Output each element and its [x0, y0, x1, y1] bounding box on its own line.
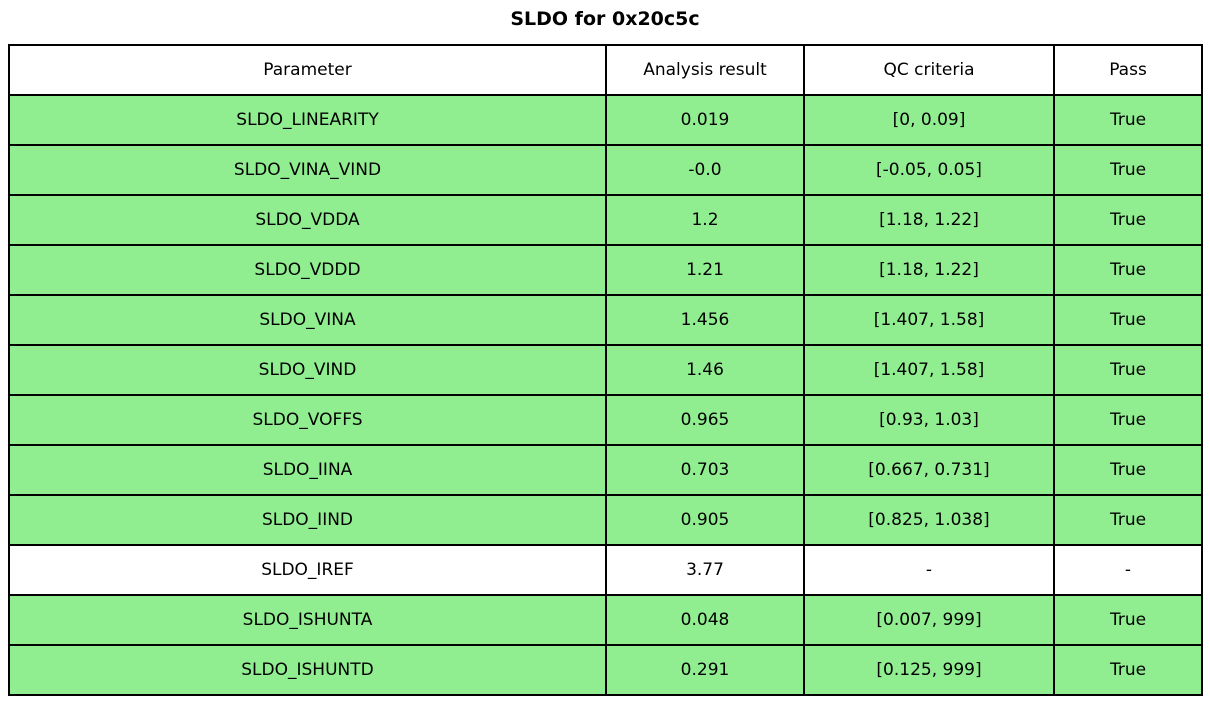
table-body: SLDO_LINEARITY 0.019 [0, 0.09] True SLDO_VIN…: [8, 94, 1203, 696]
cell-analysis-result: 0.048: [605, 594, 805, 646]
cell-qc-criteria: [0, 0.09]: [803, 94, 1055, 146]
table-row: SLDO_VINA_VIND -0.0 [-0.05, 0.05] True: [8, 144, 1203, 196]
cell-parameter: SLDO_ISHUNTD: [8, 644, 607, 696]
cell-analysis-result: -0.0: [605, 144, 805, 196]
qc-results-table: Parameter Analysis result QC criteria Pa…: [8, 44, 1203, 696]
table-row: SLDO_IINA 0.703 [0.667, 0.731] True: [8, 444, 1203, 496]
cell-parameter: SLDO_VOFFS: [8, 394, 607, 446]
table-row: SLDO_IREF 3.77- -: [8, 544, 1203, 596]
cell-parameter: SLDO_VDDD: [8, 244, 607, 296]
cell-qc-criteria: [0.007, 999]: [803, 594, 1055, 646]
header-row: Parameter Analysis result QC criteria Pa…: [8, 44, 1203, 96]
cell-analysis-result: 1.456: [605, 294, 805, 346]
table-row: SLDO_IIND 0.905 [0.825, 1.038] True: [8, 494, 1203, 546]
table-row: SLDO_LINEARITY 0.019 [0, 0.09] True: [8, 94, 1203, 146]
cell-pass: -: [1053, 544, 1203, 596]
cell-qc-criteria: [-0.05, 0.05]: [803, 144, 1055, 196]
cell-qc-criteria: [1.18, 1.22]: [803, 244, 1055, 296]
cell-qc-criteria: [0.825, 1.038]: [803, 494, 1055, 546]
cell-pass: True: [1053, 394, 1203, 446]
cell-parameter: SLDO_VINA_VIND: [8, 144, 607, 196]
cell-parameter: SLDO_VINA: [8, 294, 607, 346]
figure-title: SLDO for 0x20c5c: [510, 8, 700, 30]
cell-parameter: SLDO_ISHUNTA: [8, 594, 607, 646]
cell-qc-criteria: [0.667, 0.731]: [803, 444, 1055, 496]
cell-qc-criteria: [0.93, 1.03]: [803, 394, 1055, 446]
column-header-analysis-result: Analysis result: [605, 44, 805, 96]
cell-pass: True: [1053, 494, 1203, 546]
cell-analysis-result: 1.46: [605, 344, 805, 396]
cell-qc-criteria: -: [803, 544, 1055, 596]
cell-pass: True: [1053, 194, 1203, 246]
cell-pass: True: [1053, 94, 1203, 146]
cell-pass: True: [1053, 344, 1203, 396]
cell-pass: True: [1053, 244, 1203, 296]
column-header-pass: Pass: [1053, 44, 1203, 96]
cell-analysis-result: 1.2: [605, 194, 805, 246]
cell-parameter: SLDO_VIND: [8, 344, 607, 396]
cell-analysis-result: 0.703: [605, 444, 805, 496]
cell-parameter: SLDO_IINA: [8, 444, 607, 496]
cell-pass: True: [1053, 444, 1203, 496]
cell-qc-criteria: [0.125, 999]: [803, 644, 1055, 696]
table-row: SLDO_VINA 1.456 [1.407, 1.58] True: [8, 294, 1203, 346]
cell-analysis-result: 0.019: [605, 94, 805, 146]
cell-analysis-result: 0.291: [605, 644, 805, 696]
cell-analysis-result: 0.965: [605, 394, 805, 446]
cell-pass: True: [1053, 644, 1203, 696]
table-row: SLDO_VIND 1.46 [1.407, 1.58] True: [8, 344, 1203, 396]
column-header-parameter: Parameter: [8, 44, 607, 96]
cell-qc-criteria: [1.407, 1.58]: [803, 294, 1055, 346]
cell-parameter: SLDO_LINEARITY: [8, 94, 607, 146]
table-row: SLDO_ISHUNTA 0.048 [0.007, 999] True: [8, 594, 1203, 646]
cell-qc-criteria: [1.18, 1.22]: [803, 194, 1055, 246]
table-header: Parameter Analysis result QC criteria Pa…: [8, 44, 1203, 96]
cell-pass: True: [1053, 144, 1203, 196]
cell-parameter: SLDO_IREF: [8, 544, 607, 596]
cell-analysis-result: 0.905: [605, 494, 805, 546]
table-row: SLDO_VDDA 1.2 [1.18, 1.22] True: [8, 194, 1203, 246]
cell-analysis-result: 1.21: [605, 244, 805, 296]
table-row: SLDO_VDDD 1.21 [1.18, 1.22] True: [8, 244, 1203, 296]
cell-pass: True: [1053, 594, 1203, 646]
cell-qc-criteria: [1.407, 1.58]: [803, 344, 1055, 396]
cell-parameter: SLDO_VDDA: [8, 194, 607, 246]
column-header-qc-criteria: QC criteria: [803, 44, 1055, 96]
table-row: SLDO_ISHUNTD 0.291 [0.125, 999] True: [8, 644, 1203, 696]
cell-pass: True: [1053, 294, 1203, 346]
cell-analysis-result: 3.77: [605, 544, 805, 596]
cell-parameter: SLDO_IIND: [8, 494, 607, 546]
table-row: SLDO_VOFFS 0.965 [0.93, 1.03] True: [8, 394, 1203, 446]
